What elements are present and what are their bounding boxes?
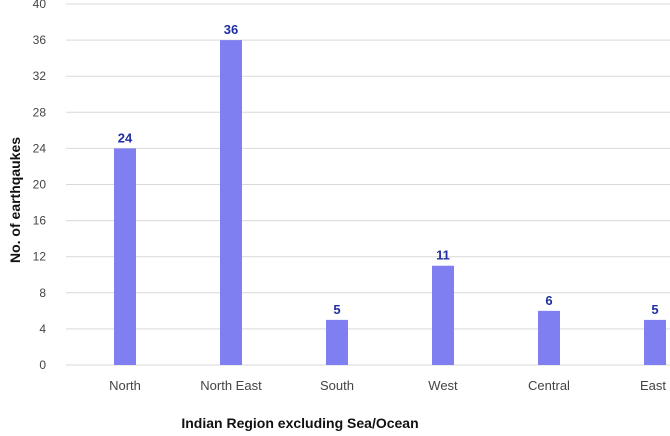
data-label: 5 (651, 302, 658, 317)
category-label: North East (200, 378, 262, 393)
y-tick-label: 12 (33, 250, 47, 264)
y-axis-title: No. of earthqaukes (7, 137, 23, 263)
y-tick-label: 16 (33, 214, 47, 228)
gridlines (66, 3, 670, 366)
bar (432, 265, 454, 365)
bar (538, 310, 560, 365)
bars (114, 40, 666, 365)
y-tick-label: 36 (33, 33, 47, 47)
y-tick-label: 40 (33, 0, 47, 11)
y-axis-ticks: 0 4 8 12 16 20 24 28 32 36 40 (33, 0, 47, 372)
category-label: East (640, 378, 666, 393)
x-axis-title: Indian Region excluding Sea/Ocean (181, 415, 418, 431)
bar (114, 148, 136, 365)
bar (220, 40, 242, 365)
bar (326, 319, 348, 365)
data-label: 11 (436, 248, 450, 263)
data-label: 6 (545, 293, 552, 308)
y-tick-label: 0 (39, 358, 46, 372)
x-axis-categories: North North East South West Central East (109, 378, 666, 393)
y-tick-label: 8 (39, 286, 46, 300)
data-label: 24 (118, 130, 133, 145)
data-label: 36 (224, 22, 238, 37)
category-label: South (320, 378, 354, 393)
data-labels: 24 36 5 11 6 5 (118, 22, 659, 317)
data-label: 5 (333, 302, 340, 317)
category-label: Central (528, 378, 570, 393)
y-tick-label: 4 (39, 322, 46, 336)
y-tick-label: 32 (33, 69, 47, 83)
bar (644, 319, 666, 365)
y-tick-label: 24 (33, 141, 47, 155)
y-tick-label: 28 (33, 105, 47, 119)
category-label: West (428, 378, 458, 393)
category-label: North (109, 378, 141, 393)
y-tick-label: 20 (33, 178, 47, 192)
